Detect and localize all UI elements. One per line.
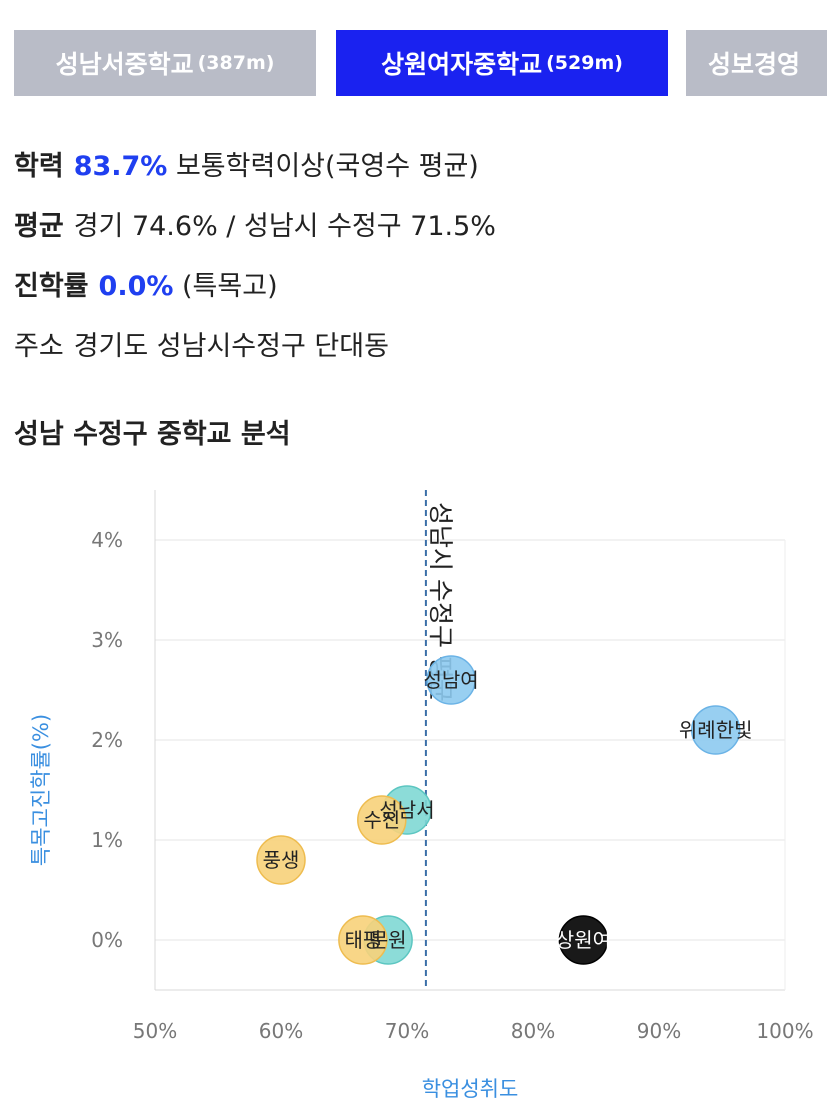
point-label: 성남서 [379, 798, 434, 822]
tab-label: 성보경영 [708, 50, 801, 79]
axes: 0% 1% 2% 3% 4% 50% 60% 70% 80% 90% 100% [91, 490, 814, 1043]
y-tick-label: 1% [91, 828, 123, 852]
point-label: 위례한빛 [679, 718, 753, 742]
point-label: 성남여 [423, 668, 478, 692]
tab-seongnam-seo[interactable]: 성남서중학교 (387m) [14, 30, 316, 96]
point-bubble [357, 795, 407, 845]
tab-sangwon-girls[interactable]: 상원여자중학교 (529m) [336, 30, 668, 96]
scatter-chart: 0%1%2%3%4%50% 60% 70% 80% 90% 100% 성남시 수정구 평균… [29, 490, 814, 1101]
point-bubble [256, 835, 306, 885]
y-tick-label: 2% [91, 728, 123, 752]
average-label: 평균 [14, 211, 64, 242]
tab-seongbo[interactable]: 성보경영 [686, 30, 827, 96]
tab-label: 상원여자중학교 [381, 50, 543, 79]
point-bubble [338, 915, 388, 965]
y-axis-label: 특목고진학률(%) [29, 714, 53, 866]
achievement-desc: 보통학력이상(국영수 평균) [175, 151, 479, 182]
school-tabs: 성남서중학교 (387m) 상원여자중학교 (529m) 성보경영 [14, 30, 827, 96]
grid [155, 539, 785, 941]
point-bubble [426, 655, 476, 705]
advance-label: 진학률 [14, 271, 89, 302]
average-text: 경기 74.6% / 성남시 수정구 71.5% [73, 211, 496, 242]
y-tick-label: 4% [91, 528, 123, 552]
achievement-value: 83.7% [73, 151, 168, 182]
x-tick-label: 90% [637, 1019, 681, 1043]
y-tick-label: 3% [91, 628, 123, 652]
tab-distance: (529m) [546, 52, 623, 74]
point-label: 문원 [370, 928, 407, 952]
address-label: 주소 [14, 331, 64, 362]
advance-value: 0.0% [98, 271, 174, 302]
point-label: 수진 [363, 808, 400, 832]
average-row: 평균 경기 74.6% / 성남시 수정구 71.5% [14, 204, 496, 243]
point-bubble [558, 915, 609, 965]
x-axis-label: 학업성취도 [422, 1077, 519, 1101]
achievement-label: 학력 [14, 151, 64, 182]
x-tick-label: 60% [259, 1019, 303, 1043]
tab-label: 성남서중학교 [55, 50, 194, 79]
x-tick-label: 100% [756, 1019, 813, 1043]
tab-distance: (387m) [197, 52, 275, 74]
address-row: 주소 경기도 성남시수정구 단대동 [14, 324, 389, 363]
point-bubble [690, 705, 741, 755]
advance-row: 진학률 0.0% (특목고) [14, 264, 278, 303]
achievement-row: 학력 83.7% 보통학력이상(국영수 평균) [14, 144, 479, 183]
section-title: 성남 수정구 중학교 분석 [14, 419, 291, 450]
y-tick-label: 0% [91, 928, 123, 952]
address-text: 경기도 성남시수정구 단대동 [73, 331, 389, 362]
x-tick-label: 70% [385, 1019, 429, 1043]
x-tick-label: 80% [511, 1019, 555, 1043]
point-label: 상원여 [556, 928, 611, 952]
advance-desc: (특목고) [182, 271, 278, 302]
x-tick-label: 50% [133, 1019, 177, 1043]
point-label: 풍생 [263, 848, 300, 872]
point-label: 태평 [344, 928, 381, 952]
